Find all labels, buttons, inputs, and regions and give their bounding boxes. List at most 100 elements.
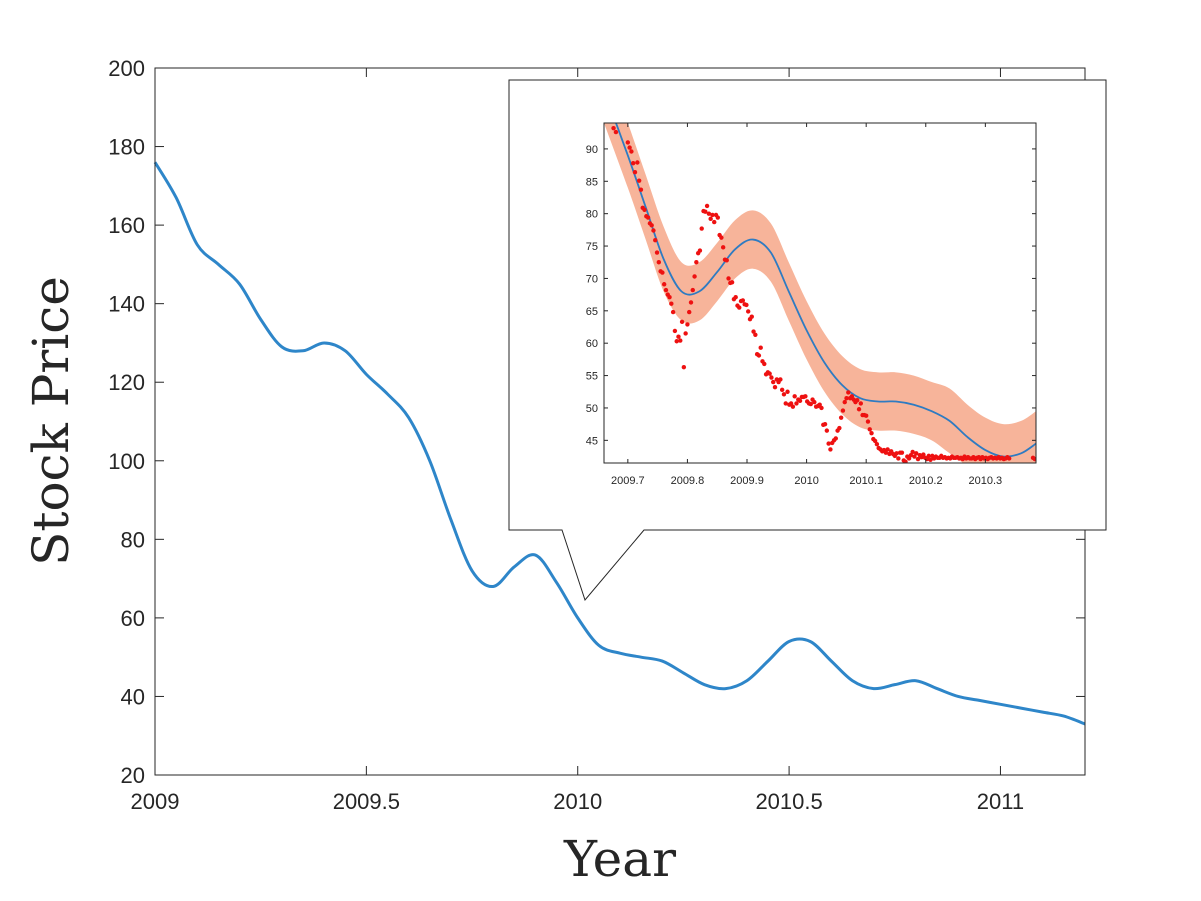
observation-point [683, 331, 688, 336]
observation-point [833, 436, 838, 441]
observation-point [867, 427, 872, 432]
inset-tick-layer: 2009.7 2009.8 2009.9 2010 2010.1 2010.2 2010.3… [586, 123, 1036, 487]
observation-point [645, 215, 651, 220]
observation-point [817, 402, 822, 407]
observation-point [694, 260, 699, 265]
observation-point [672, 328, 678, 334]
inset-y-tick-label: 60 [586, 338, 598, 350]
observation-point [872, 438, 878, 444]
inset-y-tick-label: 70 [586, 273, 598, 285]
inset-x-tick-label: 2009.8 [671, 475, 705, 487]
y-axis-label: Stock Price [22, 276, 80, 566]
observation-point [638, 187, 644, 192]
observation-point [690, 287, 695, 293]
observation-point [838, 415, 844, 420]
inset-y-tick-label: 90 [586, 144, 598, 156]
observation-point [758, 345, 763, 350]
observation-point [669, 301, 674, 306]
observation-point [858, 401, 864, 406]
observation-point [719, 235, 724, 240]
observation-point [846, 390, 851, 395]
observation-point [1032, 456, 1036, 462]
observation-point [778, 377, 783, 382]
observation-point [803, 394, 808, 399]
inset-y-tick-label: 55 [586, 371, 598, 383]
inset-y-tick-label: 75 [586, 241, 598, 253]
inset-x-tick-label: 2010 [794, 475, 818, 487]
main-series-layer [153, 161, 1086, 726]
observation-point [779, 387, 785, 393]
confidence-band [604, 123, 1036, 463]
observation-point [837, 425, 842, 431]
observation-point [885, 447, 890, 452]
inset-x-tick-label: 2010.1 [849, 475, 883, 487]
y-tick-label: 80 [121, 527, 145, 552]
observation-point [636, 178, 642, 183]
observation-point [824, 428, 830, 433]
confidence-band-layer [604, 123, 1036, 463]
observation-point [692, 274, 697, 279]
y-tick-label: 180 [108, 135, 145, 160]
observation-point [733, 295, 738, 300]
observation-point [704, 203, 710, 209]
observation-point [840, 408, 846, 413]
observation-point [865, 419, 871, 424]
observation-point [928, 457, 933, 462]
observation-point [679, 319, 685, 325]
observation-point [726, 276, 731, 281]
observation-point [688, 300, 694, 305]
observation-point [794, 401, 799, 406]
inset-callout: 2009.7 2009.8 2009.9 2010 2010.1 2010.2 2010.3… [508, 79, 1107, 602]
observation-point [771, 379, 776, 385]
observation-point [670, 309, 676, 315]
observation-point [756, 353, 762, 358]
inset-x-tick-label: 2010.2 [909, 475, 943, 487]
fit-line [615, 123, 1036, 458]
observation-point [856, 407, 862, 412]
inset-x-tick-label: 2010.3 [969, 475, 1003, 487]
main-tick-layer: 2009 2009.5 2010 2010.5 2011 20 40 60 80 100 120 14… [108, 56, 1085, 814]
x-tick-label: 2010 [553, 789, 602, 814]
observation-point [894, 451, 899, 456]
observation-point [724, 258, 729, 263]
observation-point [899, 450, 905, 455]
observation-point [883, 450, 889, 455]
inset-y-tick-label: 65 [586, 306, 598, 318]
observation-point [651, 228, 656, 233]
observation-point [642, 207, 647, 212]
observation-point [697, 248, 703, 253]
observation-point [874, 442, 880, 447]
observation-point [681, 364, 687, 370]
y-tick-label: 40 [121, 684, 145, 709]
observation-point [828, 447, 833, 452]
observation-point [921, 452, 926, 457]
y-tick-label: 20 [121, 763, 145, 788]
observation-point [667, 295, 672, 300]
observation-point [792, 394, 797, 399]
observation-point [678, 338, 683, 343]
inset-axes-box [603, 122, 1037, 464]
observation-point [699, 226, 704, 231]
observation-point [762, 361, 767, 367]
observation-point [712, 219, 717, 225]
x-tick-label: 2009 [131, 789, 180, 814]
x-tick-label: 2009.5 [333, 789, 400, 814]
observation-point [788, 401, 794, 406]
observation-point [740, 298, 746, 303]
x-tick-label: 2010.5 [755, 789, 822, 814]
observation-point [896, 456, 901, 461]
y-tick-label: 120 [108, 370, 145, 395]
y-tick-label: 60 [121, 606, 145, 631]
observation-point [869, 431, 874, 436]
inset-x-tick-label: 2009.9 [730, 475, 764, 487]
observation-point [661, 282, 667, 287]
observation-point [912, 454, 917, 459]
observation-point [710, 212, 715, 218]
observation-point [708, 216, 713, 222]
observation-point [627, 145, 632, 150]
observation-point [767, 371, 772, 376]
observation-point [910, 449, 915, 455]
observation-point [812, 399, 817, 405]
fit-line-layer [615, 123, 1036, 458]
